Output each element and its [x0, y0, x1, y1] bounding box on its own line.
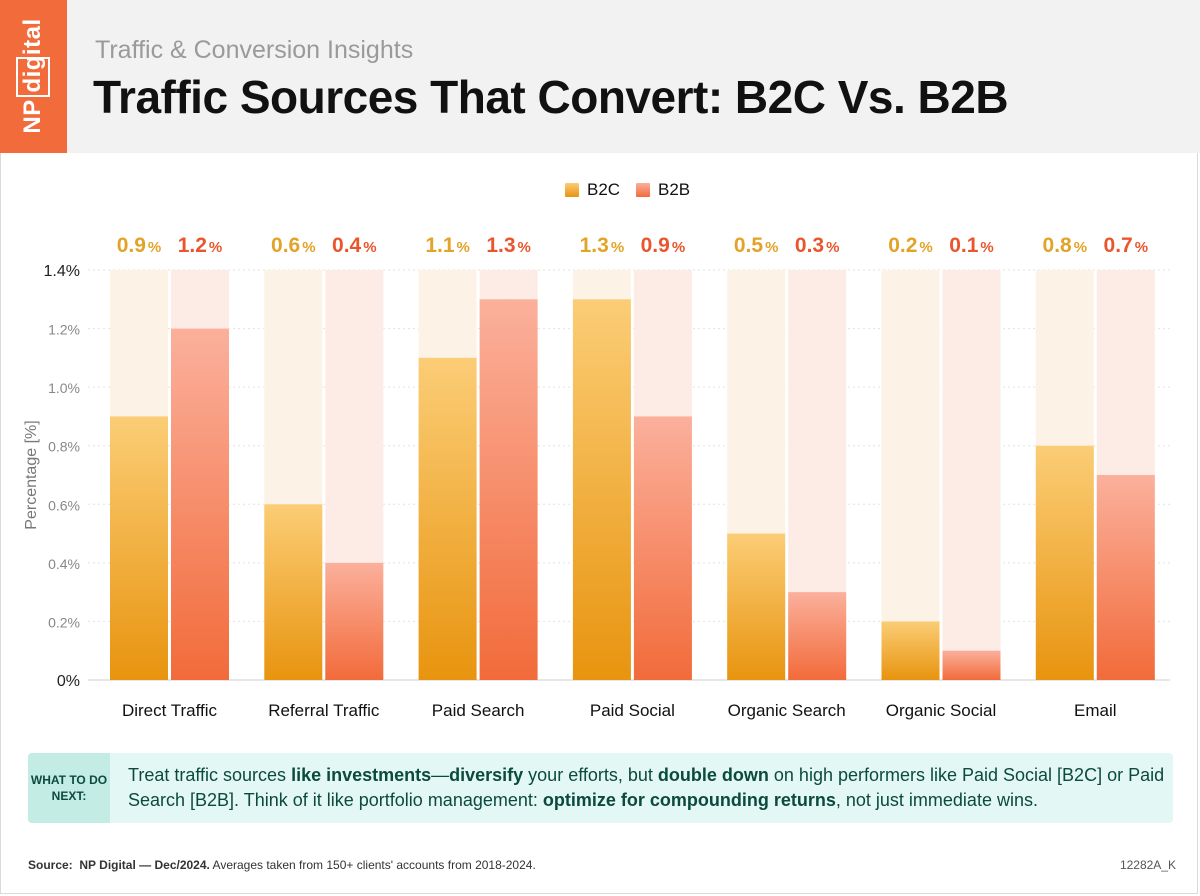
bar-b2b	[788, 592, 847, 680]
data-label-b2c: 0.9%	[117, 234, 162, 257]
bar-track-b2c	[881, 270, 940, 680]
data-label-b2b: 1.3%	[486, 234, 531, 257]
bar-b2c	[572, 299, 631, 680]
what-to-do-next-tag: WHAT TO DO NEXT:	[28, 753, 110, 823]
bar-b2b	[479, 299, 538, 680]
x-category-label: Paid Search	[432, 701, 525, 720]
y-tick-label: 1.2%	[48, 322, 80, 338]
np-digital-logo: NP digital	[0, 0, 67, 153]
y-axis-title: Percentage [%]	[23, 420, 40, 529]
data-label-b2b: 0.7%	[1104, 234, 1149, 257]
tip-text-4: on high performers like Paid Social [B2C…	[128, 765, 1165, 810]
x-category-label: Referral Traffic	[268, 701, 380, 720]
bar-b2c	[881, 621, 940, 680]
data-label-b2c: 0.5%	[734, 234, 779, 257]
legend-label-b2b: B2B	[658, 180, 691, 199]
bar-b2c	[727, 533, 786, 680]
bar-chart: 0% 0.2% 0.4% 0.6% 0.8% 1.0% 1.2% 1.4% Percentage…	[23, 234, 1170, 720]
bar-b2b	[633, 416, 692, 680]
source-label: Source:	[28, 858, 73, 872]
bar-b2b	[1096, 475, 1155, 680]
y-tick-label: 0.4%	[48, 556, 80, 572]
x-category-label: Organic Search	[728, 701, 846, 720]
bar-b2b	[325, 562, 384, 680]
data-label-b2b: 0.4%	[332, 234, 377, 257]
bar-b2b	[171, 328, 229, 680]
header: NP digital Traffic & Conversion Insights…	[0, 0, 1200, 153]
bar-b2b	[942, 650, 1001, 680]
x-category-label: Direct Traffic	[122, 701, 218, 720]
data-label-b2c: 0.6%	[271, 234, 316, 257]
data-label-b2b: 0.9%	[641, 234, 686, 257]
tip-text-1: Treat traffic sources	[128, 765, 292, 785]
tip-bold-4: optimize for compounding returns	[542, 790, 836, 810]
data-label-b2c: 0.2%	[888, 234, 933, 257]
bar-b2c	[418, 357, 477, 680]
source-bold: NP Digital — Dec/2024.	[79, 858, 210, 872]
tip-text-2: —	[431, 765, 450, 785]
tip-bold-3: double down	[657, 765, 769, 785]
tip-text-3: your efforts, but	[523, 765, 658, 785]
data-label-b2c: 1.3%	[580, 234, 625, 257]
page-title: Traffic Sources That Convert: B2C Vs. B2…	[93, 71, 1009, 123]
data-label-b2c: 0.8%	[1043, 234, 1088, 257]
chart-code: 12282A_K	[1119, 858, 1176, 872]
source-note: Source: NP Digital — Dec/2024. Averages …	[28, 858, 536, 872]
y-tick-label: 0.8%	[48, 439, 80, 455]
data-label-b2b: 0.1%	[949, 234, 994, 257]
y-tick-label: 0.2%	[48, 614, 80, 630]
what-to-do-next-box: WHAT TO DO NEXT: Treat traffic sources l…	[28, 753, 1173, 823]
bar-b2c	[1035, 445, 1094, 680]
legend-swatch-b2c	[565, 183, 579, 197]
x-category-label: Email	[1074, 701, 1117, 720]
data-label-b2b: 0.3%	[795, 234, 840, 257]
legend-item-b2c: B2C	[565, 180, 620, 200]
page-kicker: Traffic & Conversion Insights	[95, 36, 414, 64]
y-tick-label: 1.4%	[44, 263, 80, 280]
what-to-do-next-text: Treat traffic sources like investments—d…	[128, 763, 1168, 813]
tip-bold-1: like investments	[291, 765, 432, 785]
x-category-label: Organic Social	[886, 701, 997, 720]
x-category-label: Paid Social	[590, 701, 675, 720]
tip-text-5: , not just immediate wins.	[835, 790, 1038, 810]
tip-bold-2: diversify	[449, 765, 524, 785]
source-rest: Averages taken from 150+ clients' accoun…	[212, 858, 536, 872]
bar-b2c	[110, 416, 168, 680]
y-tick-label: 0%	[57, 673, 80, 690]
data-label-b2b: 1.2%	[178, 234, 223, 257]
legend-item-b2b: B2B	[636, 180, 690, 200]
logo-text: NP digital	[19, 18, 46, 134]
logo-box-icon	[16, 57, 50, 97]
chart-legend: B2C B2B	[0, 180, 1200, 204]
data-label-b2c: 1.1%	[425, 234, 470, 257]
legend-label-b2c: B2C	[587, 180, 621, 199]
bar-track-b2b	[942, 270, 1001, 680]
y-tick-label: 1.0%	[48, 380, 80, 396]
legend-swatch-b2b	[636, 183, 650, 197]
y-tick-label: 0.6%	[48, 497, 80, 513]
bar-b2c	[264, 504, 323, 680]
